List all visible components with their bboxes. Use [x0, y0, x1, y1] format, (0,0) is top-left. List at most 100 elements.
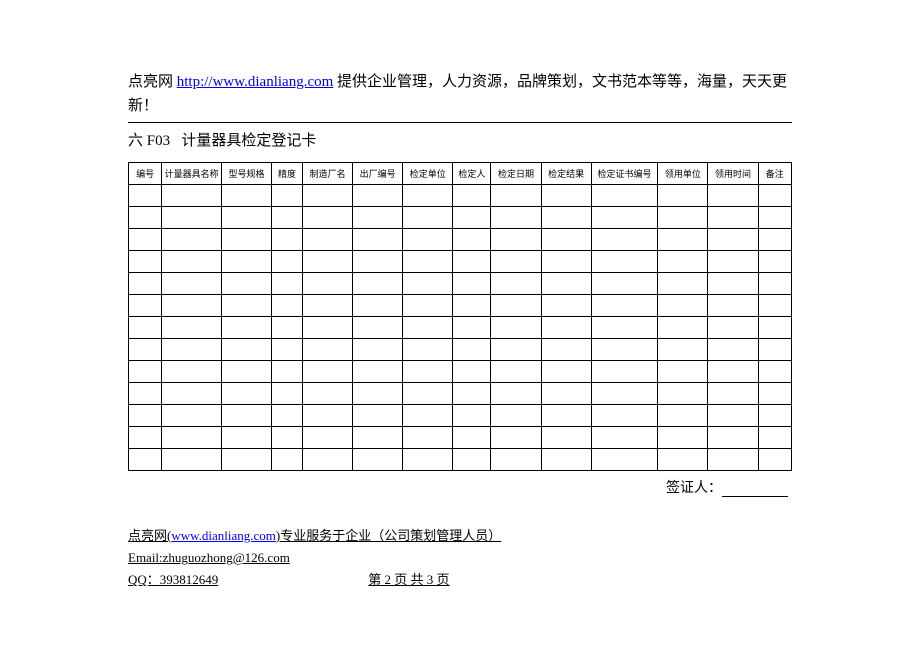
table-cell — [453, 273, 491, 295]
table-cell — [403, 427, 453, 449]
table-cell — [403, 383, 453, 405]
table-cell — [591, 229, 658, 251]
table-cell — [541, 251, 591, 273]
table-cell — [708, 229, 758, 251]
table-cell — [129, 229, 162, 251]
table-cell — [591, 361, 658, 383]
table-cell — [272, 449, 303, 471]
table-cell — [591, 251, 658, 273]
table-cell — [658, 229, 708, 251]
table-cell — [758, 207, 791, 229]
table-cell — [708, 295, 758, 317]
table-cell — [758, 295, 791, 317]
table-column-header: 编号 — [129, 163, 162, 185]
table-cell — [303, 251, 353, 273]
table-cell — [129, 185, 162, 207]
table-cell — [303, 405, 353, 427]
table-cell — [272, 317, 303, 339]
table-cell — [541, 405, 591, 427]
table-cell — [453, 185, 491, 207]
table-cell — [541, 229, 591, 251]
table-cell — [353, 251, 403, 273]
table-cell — [272, 339, 303, 361]
table-cell — [708, 405, 758, 427]
table-cell — [708, 273, 758, 295]
table-cell — [591, 383, 658, 405]
table-cell — [221, 317, 271, 339]
table-cell — [658, 405, 708, 427]
table-cell — [221, 185, 271, 207]
table-cell — [162, 251, 222, 273]
table-cell — [162, 317, 222, 339]
table-cell — [491, 383, 541, 405]
signature-label: 签证人： — [666, 481, 722, 496]
table-row — [129, 251, 792, 273]
footer-line1-prefix: 点亮网( — [128, 528, 171, 543]
table-cell — [303, 273, 353, 295]
table-cell — [758, 405, 791, 427]
table-cell — [272, 361, 303, 383]
table-cell — [591, 207, 658, 229]
table-cell — [303, 361, 353, 383]
table-column-header: 检定人 — [453, 163, 491, 185]
footer-line1: 点亮网(www.dianliang.com)专业服务于企业（公司策划管理人员） — [128, 525, 792, 547]
table-cell — [162, 405, 222, 427]
table-cell — [303, 383, 353, 405]
table-column-header: 制造厂名 — [303, 163, 353, 185]
table-cell — [272, 405, 303, 427]
table-cell — [129, 317, 162, 339]
table-cell — [453, 427, 491, 449]
table-cell — [162, 427, 222, 449]
table-cell — [708, 317, 758, 339]
signature-line — [722, 496, 788, 497]
table-cell — [221, 273, 271, 295]
table-row — [129, 449, 792, 471]
table-cell — [162, 207, 222, 229]
table-cell — [129, 251, 162, 273]
table-cell — [491, 273, 541, 295]
table-header-row: 编号计量器具名称型号规格精度制造厂名出厂编号检定单位检定人检定日期检定结果检定证… — [129, 163, 792, 185]
document-title: 六 F03 计量器具检定登记卡 — [128, 129, 792, 150]
table-body — [129, 185, 792, 471]
table-cell — [353, 295, 403, 317]
table-row — [129, 207, 792, 229]
table-cell — [541, 207, 591, 229]
footer-link[interactable]: www.dianliang.com — [171, 528, 276, 543]
table-row — [129, 361, 792, 383]
table-cell — [591, 273, 658, 295]
table-column-header: 领用时间 — [708, 163, 758, 185]
table-cell — [758, 361, 791, 383]
table-cell — [353, 383, 403, 405]
table-cell — [758, 427, 791, 449]
table-cell — [162, 383, 222, 405]
table-cell — [403, 339, 453, 361]
table-column-header: 型号规格 — [221, 163, 271, 185]
table-cell — [453, 339, 491, 361]
table-cell — [221, 229, 271, 251]
footer: 点亮网(www.dianliang.com)专业服务于企业（公司策划管理人员） … — [128, 525, 792, 591]
table-cell — [758, 317, 791, 339]
table-cell — [758, 383, 791, 405]
table-cell — [541, 185, 591, 207]
table-cell — [221, 207, 271, 229]
table-cell — [658, 427, 708, 449]
table-cell — [453, 405, 491, 427]
table-cell — [491, 207, 541, 229]
document-page: 点亮网 http://www.dianliang.com 提供企业管理，人力资源… — [0, 0, 920, 591]
table-cell — [758, 229, 791, 251]
table-cell — [491, 251, 541, 273]
table-cell — [129, 295, 162, 317]
header-link[interactable]: http://www.dianliang.com — [177, 74, 334, 90]
table-cell — [591, 185, 658, 207]
table-cell — [658, 295, 708, 317]
table-cell — [221, 361, 271, 383]
table-cell — [272, 427, 303, 449]
table-cell — [658, 317, 708, 339]
table-cell — [491, 449, 541, 471]
table-cell — [453, 295, 491, 317]
table-cell — [658, 449, 708, 471]
table-cell — [272, 383, 303, 405]
table-cell — [708, 251, 758, 273]
table-cell — [591, 295, 658, 317]
table-cell — [272, 251, 303, 273]
